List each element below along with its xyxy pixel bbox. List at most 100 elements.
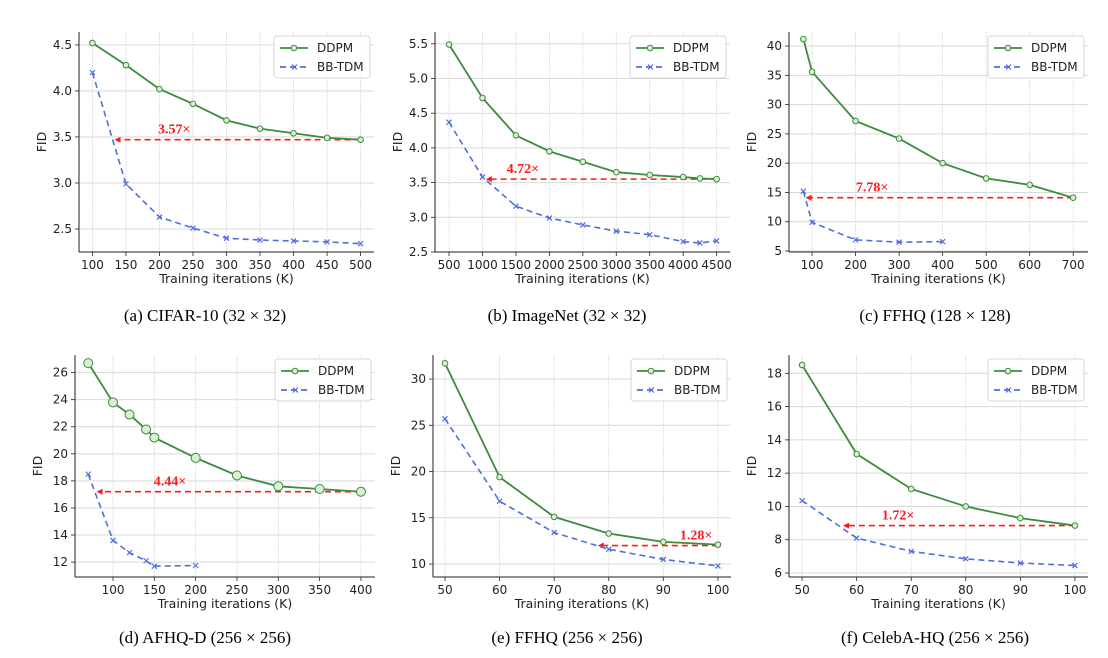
x-tick-label: 90: [1013, 583, 1028, 597]
x-tick-label: 3000: [601, 258, 632, 272]
ddpm-point: [190, 452, 201, 463]
speedup-label: 7.78×: [856, 181, 888, 196]
y-tick-label: 26: [53, 366, 68, 380]
ddpm-point: [512, 132, 520, 139]
y-tick-label: 15: [767, 185, 782, 199]
ddpm-point: [605, 530, 613, 537]
legend-circle-icon: [1004, 44, 1012, 52]
y-tick-label: 35: [767, 68, 782, 82]
x-tick-label: 50: [437, 583, 452, 597]
y-tick-label: 2.5: [409, 245, 428, 259]
ddpm-point: [679, 173, 687, 181]
ddpm-point: [124, 409, 135, 420]
subplot-f: 50 60 70 80 90 100 6 8 10 12 14 16 18 Training iterat…: [744, 355, 1088, 647]
bbtdm-point: [1071, 562, 1078, 569]
bbtdm-line: [87, 473, 196, 567]
ddpm-point: [895, 135, 903, 142]
x-tick-label: 350: [249, 258, 272, 272]
x-tick-label: 500: [349, 258, 372, 272]
x-tick-label: 50: [794, 583, 809, 597]
x-tick-label: 500: [975, 258, 998, 272]
ddpm-line: [444, 362, 718, 546]
ddpm-point: [323, 134, 331, 142]
x-axis-label: Training iterations (K): [157, 596, 293, 611]
ddpm-point: [83, 358, 94, 369]
y-tick-label: 16: [53, 501, 68, 515]
x-tick-label: 150: [114, 258, 137, 272]
legend-label: BB-TDM: [674, 383, 721, 397]
x-tick-label: 60: [849, 583, 864, 597]
subplot-b: 500 1000 1500 2000 2500 3000 3500 4000 4500 2.5 3.…: [390, 32, 732, 325]
bbtdm-point: [551, 529, 558, 536]
ddpm-point: [273, 481, 284, 492]
legend-x-icon: [291, 64, 298, 70]
ddpm-point: [149, 432, 160, 443]
ddpm-point: [853, 450, 860, 458]
ddpm-line: [801, 364, 1076, 527]
y-axis-label: FID: [390, 132, 405, 153]
y-tick-label: 20: [411, 465, 426, 479]
ddpm-point: [612, 168, 620, 176]
ddpm-point: [1071, 522, 1079, 529]
bbtdm-point: [151, 563, 158, 570]
y-tick-label: 24: [53, 393, 68, 407]
x-tick-label: 100: [102, 583, 125, 597]
y-tick-label: 5.0: [409, 71, 428, 85]
subplot-caption: (e) FFHQ (256 × 256): [491, 628, 642, 647]
bbtdm-point: [324, 238, 330, 245]
x-tick-label: 2000: [534, 258, 565, 272]
ddpm-point: [1026, 181, 1033, 189]
y-tick-label: 22: [53, 420, 68, 434]
bbtdm-point: [962, 555, 969, 562]
bbtdm-point: [579, 222, 586, 228]
y-tick-label: 18: [767, 366, 782, 380]
ddpm-point: [256, 125, 264, 132]
x-tick-label: 1000: [467, 258, 498, 272]
legend-label: BB-TDM: [1031, 383, 1078, 397]
bbtdm-point: [799, 497, 806, 504]
ddpm-line: [87, 362, 362, 493]
x-tick-label: 600: [1018, 258, 1041, 272]
ddpm-point: [355, 486, 366, 497]
y-tick-label: 14: [53, 528, 68, 542]
bbtdm-point: [257, 237, 263, 243]
ddpm-point: [852, 117, 859, 125]
bbtdm-point: [290, 238, 297, 244]
x-tick-label: 4500: [701, 258, 732, 272]
bbtdm-point: [446, 119, 452, 126]
bbtdm-point: [496, 498, 503, 505]
y-tick-label: 14: [767, 433, 782, 447]
legend-x-icon: [647, 64, 654, 70]
x-tick-label: 80: [958, 583, 973, 597]
bbtdm-point: [853, 535, 860, 541]
ddpm-point: [550, 513, 558, 521]
speedup-label: 4.44×: [154, 475, 186, 490]
bbtdm-point: [809, 219, 815, 226]
bbtdm-point: [126, 549, 133, 556]
arrow-head-icon: [96, 488, 103, 495]
ddpm-point: [290, 129, 297, 137]
ddpm-point: [314, 484, 325, 495]
x-tick-label: 70: [904, 583, 919, 597]
y-tick-label: 20: [53, 447, 68, 461]
ddpm-point: [800, 35, 807, 43]
bbtdm-line: [801, 499, 1075, 567]
ddpm-line: [448, 44, 717, 181]
y-tick-label: 4.5: [409, 106, 428, 120]
legend-label: DDPM: [1031, 41, 1067, 55]
x-tick-label: 700: [1062, 258, 1085, 272]
x-tick-label: 100: [1063, 583, 1086, 597]
y-axis-label: FID: [744, 132, 759, 153]
x-tick-label: 80: [601, 583, 616, 597]
x-tick-label: 60: [492, 583, 507, 597]
y-tick-label: 3.5: [409, 176, 428, 190]
y-tick-label: 10: [767, 215, 782, 229]
bbtdm-point: [156, 214, 163, 220]
bbtdm-point: [713, 237, 720, 244]
subplot-e: 50 60 70 80 90 100 10 15 20 25 30 Training iteratio…: [388, 355, 731, 647]
arrow-head-icon: [114, 136, 121, 143]
y-tick-label: 20: [767, 156, 782, 170]
x-tick-label: 100: [706, 583, 729, 597]
x-tick-label: 3500: [634, 258, 665, 272]
